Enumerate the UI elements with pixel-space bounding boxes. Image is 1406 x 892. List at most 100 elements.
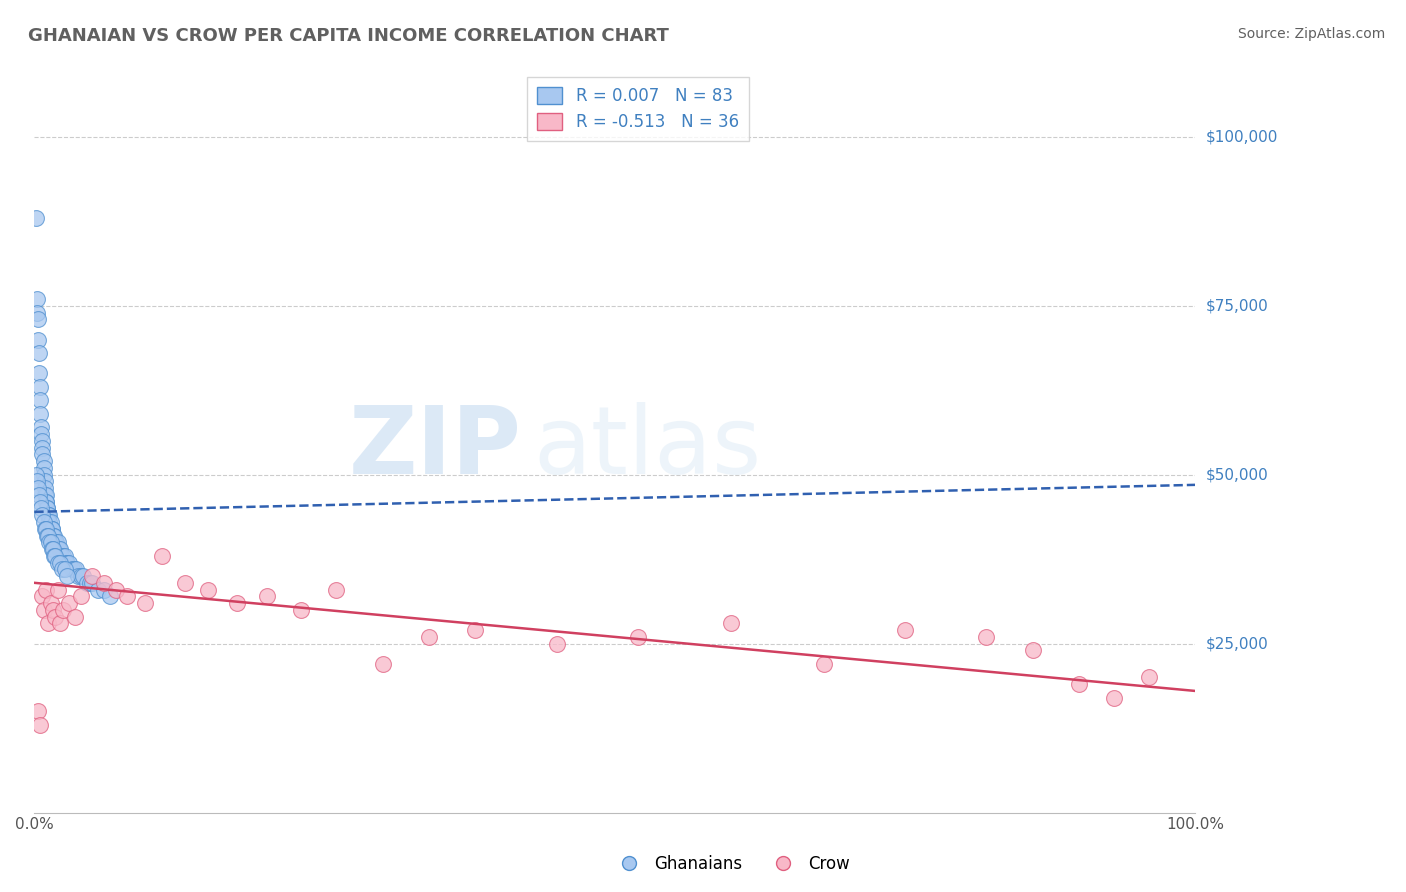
Text: Source: ZipAtlas.com: Source: ZipAtlas.com <box>1237 27 1385 41</box>
Point <box>32 603 55 617</box>
Point <box>39 515 62 529</box>
Text: $50,000: $50,000 <box>1206 467 1268 483</box>
Point <box>30 420 52 434</box>
Point <box>371 657 394 671</box>
Point <box>27 481 49 495</box>
Point <box>38 515 60 529</box>
Point <box>58 596 80 610</box>
Text: GHANAIAN VS CROW PER CAPITA INCOME CORRELATION CHART: GHANAIAN VS CROW PER CAPITA INCOME CORRE… <box>28 27 669 45</box>
Point <box>60 562 83 576</box>
Point <box>44 549 66 563</box>
Point <box>30 393 52 408</box>
Point <box>35 494 58 508</box>
Point <box>134 596 156 610</box>
Point <box>49 549 72 563</box>
Point <box>31 447 53 461</box>
Point <box>974 630 997 644</box>
Point <box>37 508 59 523</box>
Point <box>51 562 73 576</box>
Point <box>76 575 98 590</box>
Text: $100,000: $100,000 <box>1206 129 1278 145</box>
Point <box>894 623 917 637</box>
Point <box>30 407 52 421</box>
Point <box>93 575 115 590</box>
Point <box>30 501 52 516</box>
Text: $25,000: $25,000 <box>1206 636 1268 651</box>
Point <box>1021 643 1043 657</box>
Point <box>52 603 75 617</box>
Point <box>63 609 86 624</box>
Point <box>55 556 77 570</box>
Point <box>39 596 62 610</box>
Point <box>174 575 197 590</box>
Point <box>32 515 55 529</box>
Point <box>41 522 63 536</box>
Point <box>34 488 56 502</box>
Point <box>226 596 249 610</box>
Point <box>42 528 65 542</box>
Point <box>48 542 70 557</box>
Point <box>24 467 46 482</box>
Point <box>38 508 60 523</box>
Point <box>49 542 72 557</box>
Point <box>34 522 56 536</box>
Point <box>44 609 66 624</box>
Point <box>39 522 62 536</box>
Point <box>32 461 55 475</box>
Point <box>418 630 440 644</box>
Point <box>46 582 69 597</box>
Point <box>546 637 568 651</box>
Point <box>46 556 69 570</box>
Point <box>32 454 55 468</box>
Point <box>58 556 80 570</box>
Point <box>1102 690 1125 705</box>
Point <box>31 508 53 523</box>
Point <box>37 501 59 516</box>
Point <box>63 562 86 576</box>
Point <box>38 535 60 549</box>
Point <box>35 582 58 597</box>
Point <box>93 582 115 597</box>
Point <box>31 441 53 455</box>
Point <box>69 590 91 604</box>
Point <box>30 717 52 731</box>
Point <box>290 603 312 617</box>
Point <box>256 590 278 604</box>
Point <box>42 603 65 617</box>
Point <box>45 535 67 549</box>
Point <box>30 494 52 508</box>
Point <box>35 488 58 502</box>
Point <box>41 542 63 557</box>
Point <box>67 569 90 583</box>
Point <box>150 549 173 563</box>
Point <box>25 305 48 319</box>
Point <box>813 657 835 671</box>
Point <box>56 556 79 570</box>
Point <box>69 569 91 583</box>
Point <box>25 475 48 489</box>
Text: atlas: atlas <box>533 401 762 493</box>
Point <box>30 427 52 442</box>
Point <box>42 528 65 542</box>
Point <box>82 569 104 583</box>
Point <box>49 556 72 570</box>
Point <box>720 616 742 631</box>
Point <box>82 575 104 590</box>
Legend: Ghanaians, Crow: Ghanaians, Crow <box>606 848 856 880</box>
Point <box>325 582 347 597</box>
Point <box>39 535 62 549</box>
Point <box>98 590 121 604</box>
Point <box>41 522 63 536</box>
Point <box>464 623 486 637</box>
Point <box>37 616 59 631</box>
Point <box>1137 670 1160 684</box>
Point <box>42 528 65 542</box>
Point <box>31 434 53 448</box>
Point <box>28 367 51 381</box>
Point <box>25 292 48 306</box>
Point <box>53 549 76 563</box>
Point <box>37 528 59 542</box>
Point <box>37 528 59 542</box>
Point <box>24 211 46 225</box>
Point <box>49 616 72 631</box>
